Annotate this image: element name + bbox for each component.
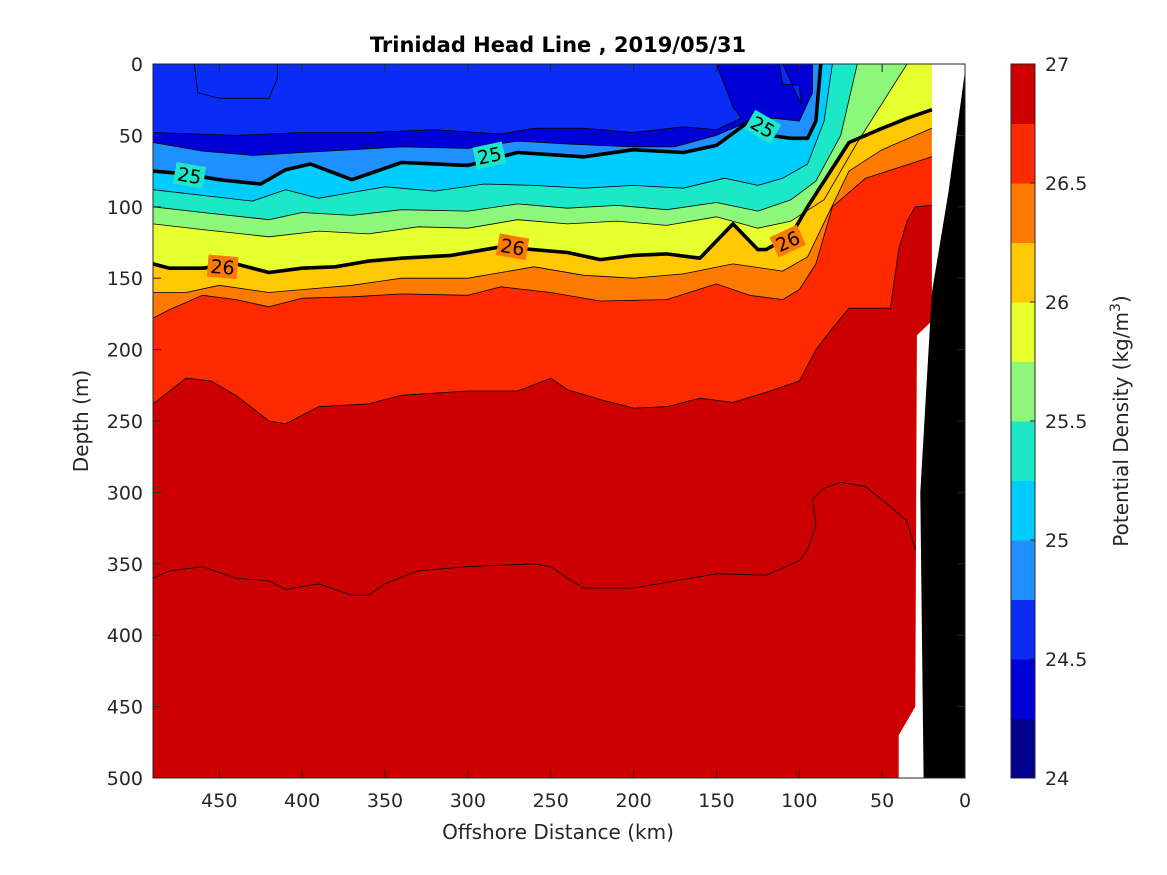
colorbar	[1011, 64, 1035, 779]
y-axis-label: Depth (m)	[69, 370, 93, 472]
colorbar-swatch	[1011, 421, 1035, 481]
contour-line	[153, 64, 823, 186]
x-axis-ticks: 450 400 350 300 250 200 150 100 50 0	[201, 64, 971, 812]
y-tick-label: 300	[107, 482, 143, 504]
y-axis-ticks: 0 50 100 150 200 250 300 350 400 450 500	[107, 54, 965, 790]
colorbar-tick-label: 24.5	[1045, 649, 1087, 671]
contour-line	[153, 127, 933, 293]
contour-label-text: 26	[499, 235, 527, 261]
colorbar-tick-label: 26	[1045, 292, 1069, 314]
contour-label-bg	[206, 254, 239, 280]
contour-line	[153, 482, 916, 596]
y-tick-label: 50	[119, 125, 143, 147]
contour-line	[153, 205, 932, 425]
seafloor	[920, 71, 965, 778]
x-tick-label: 250	[533, 790, 569, 812]
contour-line	[153, 107, 933, 275]
contour-label-text: 26	[210, 256, 236, 280]
contour-line	[153, 156, 933, 319]
colorbar-label-superscript: 3	[1108, 303, 1124, 312]
colorbar-swatch	[1011, 361, 1035, 422]
x-tick-label: 0	[959, 790, 971, 812]
contour-line	[153, 64, 813, 156]
contour-label: 26	[495, 233, 530, 261]
x-tick-label: 200	[615, 790, 651, 812]
contour-lines	[153, 64, 933, 596]
y-tick-label: 500	[107, 768, 143, 790]
density-bands	[153, 64, 965, 778]
contour-label: 25	[472, 141, 507, 170]
contour-line	[153, 64, 742, 136]
colorbar-tick-label: 26.5	[1045, 173, 1087, 195]
contour-line	[779, 64, 802, 105]
x-tick-label: 50	[870, 790, 894, 812]
contour-label-bg	[472, 141, 507, 170]
colorbar-swatch	[1011, 64, 1035, 124]
colorbar-swatch	[1011, 718, 1035, 779]
x-tick-label: 100	[781, 790, 817, 812]
y-tick-label: 200	[107, 340, 143, 362]
chart-title: Trinidad Head Line , 2019/05/31	[370, 33, 746, 57]
colorbar-swatch	[1011, 540, 1035, 600]
colorbar-tick-label: 24	[1045, 768, 1069, 790]
colorbar-tick-label: 27	[1045, 54, 1069, 76]
colorbar-label: Potential Density (kg/m3)	[1108, 295, 1133, 546]
contour-label: 26	[206, 254, 239, 280]
x-tick-label: 450	[201, 790, 237, 812]
y-tick-label: 0	[131, 54, 143, 76]
density-band	[153, 64, 742, 136]
y-tick-label: 250	[107, 411, 143, 433]
contour-label-bg	[495, 233, 530, 261]
density-band	[779, 64, 801, 104]
colorbar-swatch	[1011, 599, 1035, 660]
y-tick-label: 100	[107, 197, 143, 219]
contour-label-text: 25	[475, 143, 503, 170]
colorbar-swatch	[1011, 242, 1035, 303]
colorbar-swatch	[1011, 659, 1035, 719]
y-tick-label: 400	[107, 625, 143, 647]
x-tick-label: 400	[284, 790, 320, 812]
y-tick-label: 350	[107, 554, 143, 576]
x-tick-label: 350	[367, 790, 403, 812]
x-tick-label: 150	[698, 790, 734, 812]
coastal-mask	[898, 64, 965, 778]
contour-label: 25	[172, 161, 207, 189]
y-tick-label: 150	[107, 268, 143, 290]
x-axis-label: Offshore Distance (km)	[442, 820, 674, 844]
contour-label-bg	[744, 109, 782, 144]
colorbar-swatch	[1011, 123, 1035, 184]
colorbar-swatch	[1011, 480, 1035, 541]
contour-line	[194, 64, 278, 99]
colorbar-ticks: 24 24.5 25 25.5 26 26.5 27	[1030, 54, 1087, 790]
contour-label-text: 25	[176, 163, 204, 189]
contour-line	[153, 64, 858, 221]
contour-label-bg	[172, 161, 207, 189]
contour-label-bg	[769, 224, 806, 258]
contour-line	[153, 64, 833, 202]
density-band	[153, 482, 965, 778]
colorbar-swatch	[1011, 302, 1035, 362]
contour-label: 25	[744, 109, 782, 144]
colorbar-tick-label: 25	[1045, 530, 1069, 552]
x-tick-label: 300	[450, 790, 486, 812]
y-tick-label: 450	[107, 697, 143, 719]
colorbar-tick-label: 25.5	[1045, 411, 1087, 433]
colorbar-swatch	[1011, 183, 1035, 243]
